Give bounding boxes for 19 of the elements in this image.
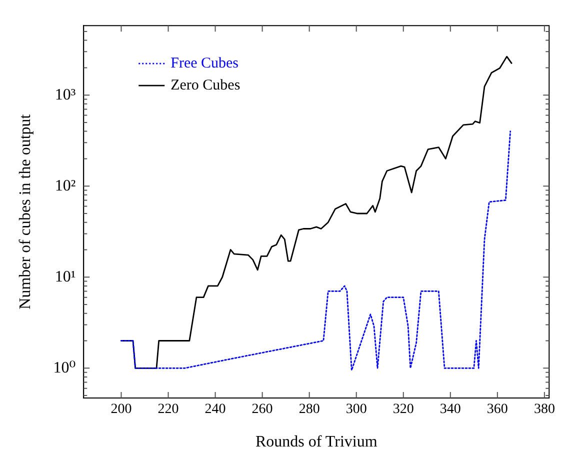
x-tick-label: 200: [110, 402, 132, 418]
y-tick-label: 10⁰: [53, 359, 76, 376]
legend-label: Zero Cubes: [170, 78, 240, 94]
y-tick-label: 10³: [54, 86, 76, 104]
line-series: [120, 130, 512, 371]
x-tick-label: 380: [534, 402, 555, 418]
x-tick-label: 280: [298, 402, 320, 418]
y-tick-label: 10²: [54, 177, 76, 194]
y-tick-label: 10¹: [54, 268, 76, 286]
x-tick-label: 360: [486, 402, 508, 418]
legend-label: Free Cubes: [170, 56, 239, 72]
x-tick-label: 320: [392, 402, 414, 418]
x-axis-title: Rounds of Trivium: [255, 434, 378, 451]
x-tick-label: 340: [440, 402, 461, 418]
y-axis-title: Number of cubes in the output: [16, 114, 34, 310]
x-tick-label: 300: [346, 402, 367, 418]
x-tick-label: 260: [252, 402, 273, 418]
x-tick-label: 220: [158, 402, 179, 418]
x-tick-label: 240: [204, 402, 226, 418]
